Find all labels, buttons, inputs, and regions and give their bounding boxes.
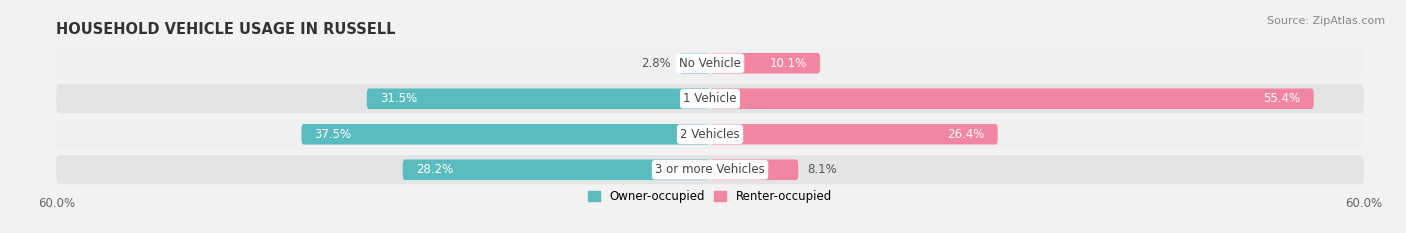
FancyBboxPatch shape (56, 84, 1364, 113)
FancyBboxPatch shape (710, 89, 1313, 109)
Text: 2 Vehicles: 2 Vehicles (681, 128, 740, 141)
Text: 26.4%: 26.4% (948, 128, 984, 141)
Text: 3 or more Vehicles: 3 or more Vehicles (655, 163, 765, 176)
Legend: Owner-occupied, Renter-occupied: Owner-occupied, Renter-occupied (588, 190, 832, 203)
Text: 8.1%: 8.1% (807, 163, 837, 176)
Text: Source: ZipAtlas.com: Source: ZipAtlas.com (1267, 16, 1385, 26)
Text: No Vehicle: No Vehicle (679, 57, 741, 70)
Text: 2.8%: 2.8% (641, 57, 671, 70)
FancyBboxPatch shape (301, 124, 710, 144)
Text: 28.2%: 28.2% (416, 163, 453, 176)
FancyBboxPatch shape (679, 53, 710, 74)
FancyBboxPatch shape (710, 53, 820, 74)
FancyBboxPatch shape (56, 155, 1364, 184)
Text: 1 Vehicle: 1 Vehicle (683, 92, 737, 105)
Text: 31.5%: 31.5% (380, 92, 418, 105)
Text: 10.1%: 10.1% (769, 57, 807, 70)
FancyBboxPatch shape (710, 159, 799, 180)
FancyBboxPatch shape (56, 120, 1364, 149)
FancyBboxPatch shape (367, 89, 710, 109)
FancyBboxPatch shape (710, 124, 998, 144)
Text: HOUSEHOLD VEHICLE USAGE IN RUSSELL: HOUSEHOLD VEHICLE USAGE IN RUSSELL (56, 22, 395, 37)
Text: 37.5%: 37.5% (315, 128, 352, 141)
FancyBboxPatch shape (56, 49, 1364, 78)
Text: 55.4%: 55.4% (1264, 92, 1301, 105)
FancyBboxPatch shape (402, 159, 710, 180)
